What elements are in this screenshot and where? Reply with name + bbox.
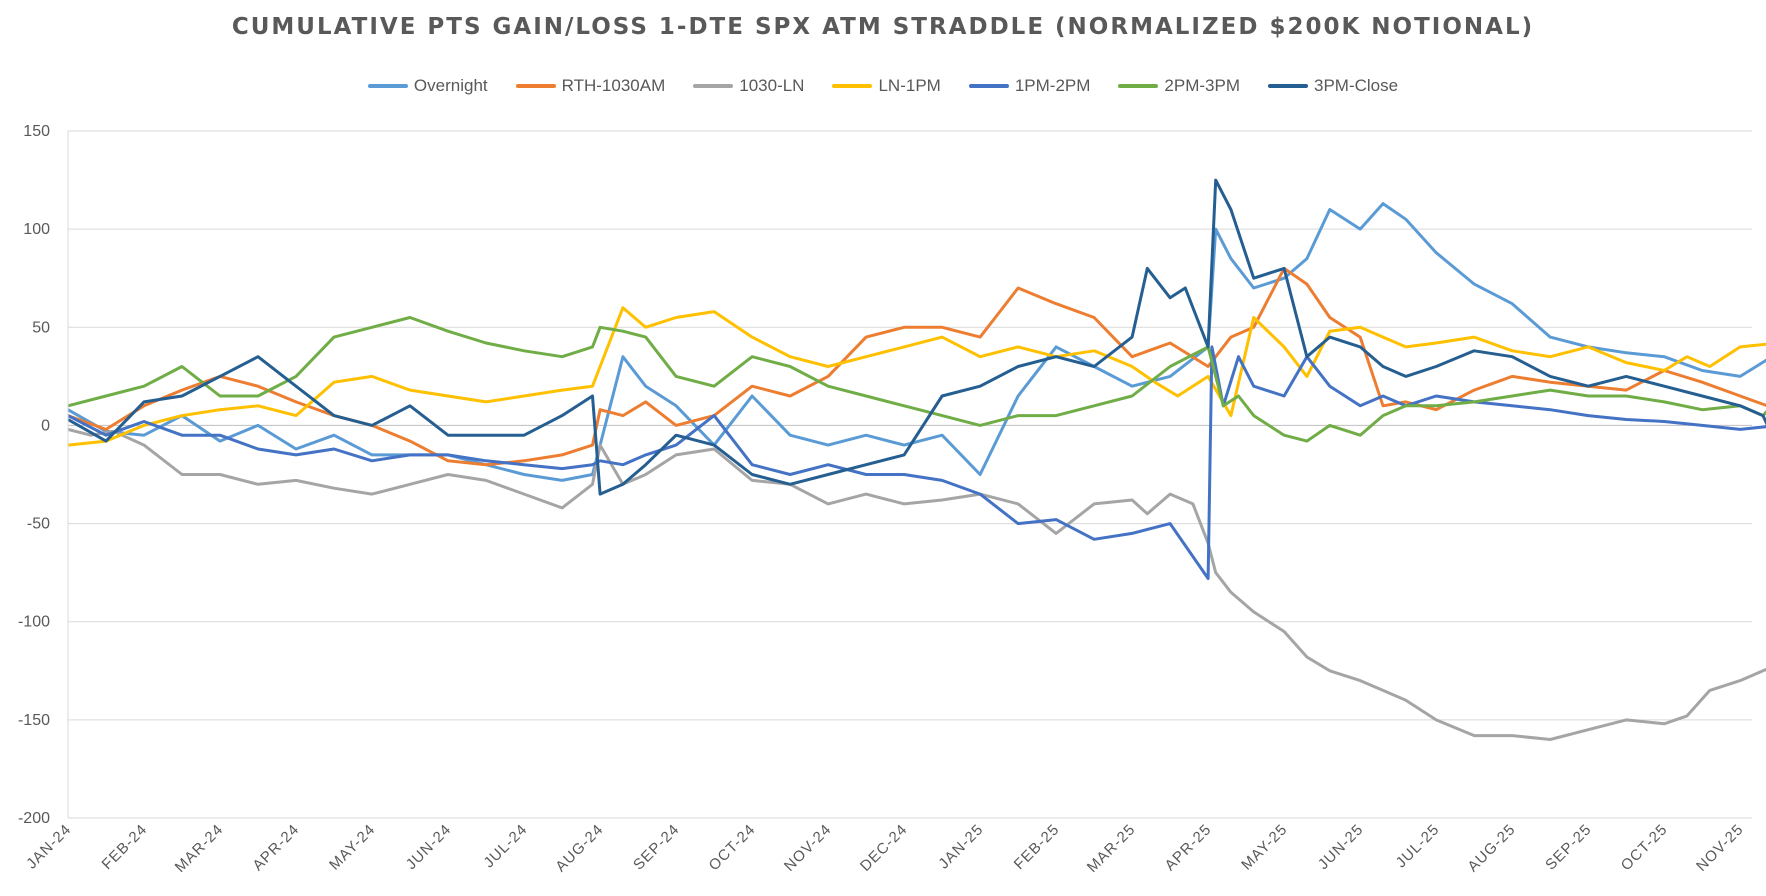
y-tick-label: 0: [41, 417, 50, 434]
legend-swatch: [832, 84, 873, 88]
legend-item: LN-1PM: [832, 76, 941, 96]
x-tick-label: OCT-25: [1618, 821, 1671, 874]
series-line-ln-1pm: [67, 306, 1766, 447]
x-tick-label: FEB-24: [99, 821, 151, 873]
x-tick-label: AUG-24: [552, 821, 607, 876]
legend-item: 3PM-Close: [1267, 76, 1399, 96]
legend-swatch: [515, 84, 556, 88]
y-tick-label: 150: [23, 123, 50, 140]
legend-item: RTH-1030AM: [515, 76, 666, 96]
y-tick-label: -50: [27, 516, 50, 533]
series-layer: [67, 178, 1766, 741]
legend-label: LN-1PM: [878, 76, 941, 95]
x-tick-label: DEC-24: [857, 821, 911, 875]
series-line-1pm-2pm: [67, 345, 1766, 580]
x-tick-label: MAY-25: [1238, 821, 1291, 874]
y-tick-label: -100: [18, 614, 50, 631]
legend-label: 3PM-Close: [1313, 76, 1399, 95]
legend-label: Overnight: [413, 76, 488, 95]
legend-swatch: [367, 84, 408, 88]
x-tick-label: SEP-25: [1542, 821, 1595, 874]
x-tick-label: JUN-24: [403, 821, 455, 873]
x-tick-label: MAR-24: [172, 821, 227, 876]
y-tick-label: -200: [18, 810, 50, 827]
legend-swatch: [1267, 84, 1308, 88]
x-tick-label: APR-25: [1162, 821, 1215, 874]
series-line-1030-ln: [67, 427, 1766, 741]
legend-swatch: [693, 84, 734, 88]
x-tick-label: SEP-24: [630, 821, 683, 874]
series-line-2pm-3pm: [67, 316, 1766, 443]
series-line-rth-1030am: [67, 266, 1766, 467]
x-tick-label: MAY-24: [326, 821, 379, 874]
grid-layer: [68, 130, 1752, 819]
chart-title: CUMULATIVE PTS GAIN/LOSS 1-DTE SPX ATM S…: [231, 14, 1535, 40]
legend-label: 1PM-2PM: [1014, 76, 1091, 95]
legend-item: Overnight: [367, 76, 488, 96]
x-tick-label: JUL-25: [1393, 821, 1443, 871]
x-tick-label: NOV-24: [781, 821, 835, 875]
x-tick-label: MAR-25: [1084, 821, 1139, 876]
x-tick-label: NOV-25: [1693, 821, 1747, 875]
x-tick-label: JUN-25: [1315, 821, 1367, 873]
x-tick-label: FEB-25: [1011, 821, 1063, 873]
legend-item: 1PM-2PM: [968, 76, 1091, 96]
legend-label: RTH-1030AM: [561, 76, 666, 95]
x-tick-label: JAN-24: [23, 821, 75, 873]
x-tick-label: APR-24: [249, 821, 302, 874]
chart-legend: Overnight RTH-1030AM 1030-LN LN-1PM 1PM-2PM 2…: [0, 76, 1766, 96]
legend-swatch: [1118, 84, 1159, 88]
x-tick-label: OCT-24: [706, 821, 759, 874]
legend-label: 2PM-3PM: [1164, 76, 1240, 95]
x-tick-label: JAN-25: [935, 821, 987, 873]
x-tick-label: JUL-24: [480, 821, 530, 871]
legend-item: 1030-LN: [693, 76, 804, 96]
x-tick-label: AUG-25: [1464, 821, 1519, 876]
y-tick-label: 100: [23, 221, 50, 238]
y-tick-label: -150: [18, 712, 50, 729]
legend-swatch: [968, 84, 1009, 88]
legend-label: 1030-LN: [739, 76, 805, 95]
series-line-3pm-close: [67, 178, 1766, 496]
series-line-overnight: [67, 202, 1766, 482]
y-tick-label: 50: [32, 319, 50, 336]
legend-item: 2PM-3PM: [1118, 76, 1240, 96]
